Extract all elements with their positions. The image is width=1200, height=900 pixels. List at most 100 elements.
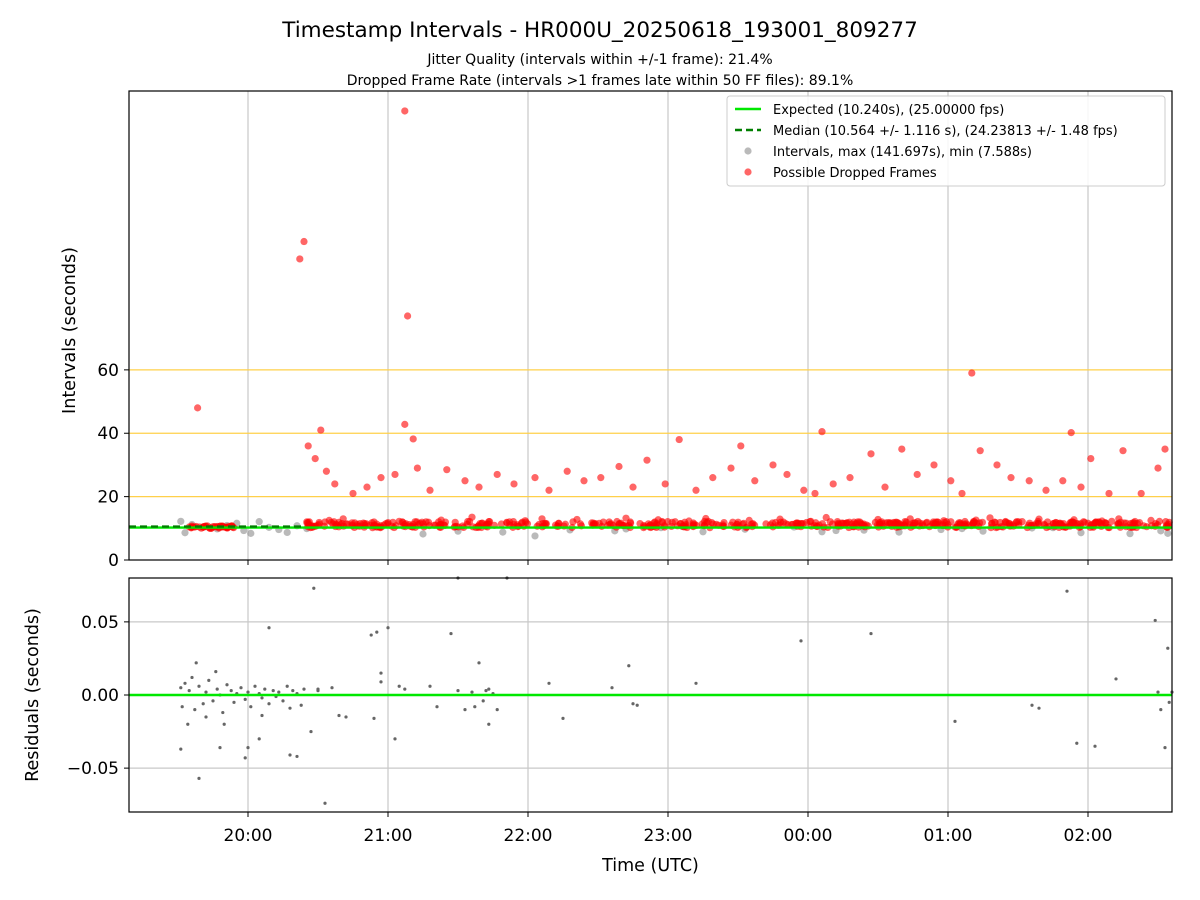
intervals-y-label: Intervals (seconds) [60, 247, 80, 414]
dropped-frame-point [510, 480, 518, 488]
dropped-frame-point [762, 520, 770, 528]
dropped-frame-point [737, 442, 745, 450]
legend: Expected (10.240s), (25.00000 fps) Media… [726, 95, 1166, 187]
residual-point [484, 689, 488, 693]
dropped-frame-point [1161, 445, 1169, 453]
dropped-frame-point [391, 470, 399, 479]
residual-point [285, 684, 289, 688]
intervals-y-tick-label: 0 [108, 551, 119, 571]
intervals-series [177, 107, 1173, 540]
dropped-frame-point [769, 461, 777, 469]
residuals-y-tick-label: 0.00 [81, 686, 119, 706]
residual-point [631, 702, 635, 706]
figure-title: Timestamp Intervals - HR000U_20250618_19… [281, 18, 918, 43]
dropped-frame-point [1059, 477, 1067, 485]
residual-point [190, 675, 194, 680]
residual-point [473, 705, 477, 709]
dropped-frame-point [615, 520, 623, 528]
residual-point [267, 702, 271, 706]
legend-dropped-label: Possible Dropped Frames [773, 166, 937, 181]
dropped-frame-point [818, 520, 826, 528]
dropped-frame-point [493, 470, 501, 479]
residual-point [1037, 706, 1041, 710]
dropped-frame-point [605, 518, 613, 526]
dropped-frame-point [1108, 517, 1116, 525]
interval-point [255, 518, 263, 526]
time-x-tick-label: 20:00 [224, 826, 273, 846]
dropped-frame-point [538, 515, 546, 523]
dropped-frame-point [303, 519, 311, 527]
residual-point [456, 689, 460, 693]
dropped-frame-point [1077, 483, 1085, 491]
residual-point [627, 664, 631, 668]
residual-point [215, 687, 219, 691]
residual-point [869, 631, 873, 636]
dropped-frame-point [800, 486, 808, 494]
dropped-frame-point [712, 520, 720, 528]
dropped-frame-point [622, 514, 630, 522]
residual-point [1156, 690, 1160, 694]
residual-point [222, 722, 226, 726]
dropped-frame-point [437, 516, 445, 524]
residual-point [379, 671, 383, 675]
residual-point [295, 754, 299, 759]
residual-point [1163, 746, 1167, 750]
interval-point [283, 528, 291, 537]
dropped-frame-point [304, 442, 312, 450]
intervals-y-tick-label: 20 [97, 488, 119, 508]
dropped-frame-point [685, 517, 693, 525]
interval-point [419, 530, 427, 538]
interval-point [699, 528, 707, 536]
dropped-frame-point [443, 466, 451, 474]
residual-point [197, 684, 201, 688]
interval-point [499, 528, 507, 536]
dropped-frame-point [930, 461, 938, 469]
residual-point [1153, 618, 1157, 623]
dropped-frame-point [988, 520, 996, 528]
interval-point [247, 529, 255, 537]
dropped-frame-point [783, 470, 791, 479]
dropped-frame-point [194, 404, 202, 412]
residual-point [194, 661, 198, 665]
residual-point [463, 708, 467, 712]
residual-point [179, 686, 183, 690]
residual-point [610, 686, 614, 690]
residual-point [487, 722, 491, 726]
dropped-frame-point [475, 483, 483, 491]
dropped-frame-point [636, 519, 644, 528]
interval-point [1164, 529, 1172, 537]
dropped-frame-point [839, 519, 847, 527]
residual-point [375, 630, 379, 634]
residual-point [179, 747, 183, 751]
residual-point [481, 699, 485, 703]
residual-point [547, 681, 551, 685]
residual-point [239, 686, 243, 690]
residual-point [561, 716, 565, 721]
dropped-frame-point [1165, 518, 1173, 526]
dropped-frame-point [377, 474, 385, 482]
dropped-frame-point [643, 456, 651, 464]
legend-expected-label: Expected (10.240s), (25.00000 fps) [773, 103, 1004, 118]
dropped-frame-point [615, 462, 623, 471]
legend-intervals-swatch [744, 147, 752, 155]
residual-point [197, 776, 201, 780]
dropped-frame-point [782, 520, 790, 528]
residual-point [1166, 646, 1170, 650]
dropped-frame-point [675, 435, 683, 444]
dropped-frame-point [401, 107, 409, 115]
residual-point [379, 680, 383, 684]
time-x-tick-label: 01:00 [924, 826, 973, 846]
dropped-frame-point [1092, 518, 1100, 526]
residual-point [204, 715, 208, 719]
dropped-frame-point [311, 454, 319, 463]
dropped-frame-point [580, 477, 588, 485]
residual-point [243, 697, 247, 701]
residual-point [369, 633, 373, 637]
residual-point [316, 689, 320, 693]
intervals-plot-frame [128, 90, 1173, 561]
interval-point [531, 532, 539, 540]
residual-point [428, 684, 432, 688]
dropped-frame-point [751, 477, 759, 485]
residual-point [214, 670, 218, 674]
